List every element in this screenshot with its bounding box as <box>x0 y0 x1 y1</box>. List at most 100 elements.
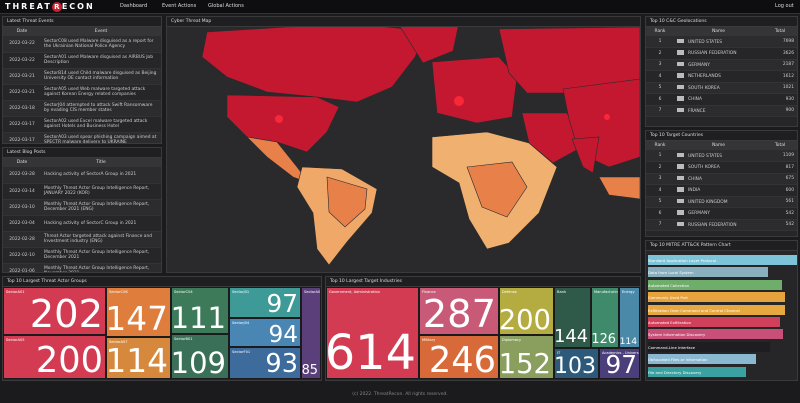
rank-cell: 2 <box>646 47 674 60</box>
canada <box>201 27 428 103</box>
flag <box>677 164 684 169</box>
bar-label: Exfiltration Over Command and Control Ch… <box>648 307 740 313</box>
treemap-cell: SectorB01 109 <box>171 334 229 379</box>
cell-value: 114 <box>106 342 168 379</box>
row: 2022-03-21 SectorB14 used Child malware d… <box>3 68 161 85</box>
total-cell: 1021 <box>763 82 797 94</box>
row: 2 RUSSIAN FEDERATION 3626 <box>646 47 797 60</box>
panel-title: Latest Blog Posts <box>3 148 161 158</box>
flag <box>677 50 684 55</box>
country-name: GERMANY <box>688 211 710 217</box>
text-cell: Hacking activity of SectorA Group in 202… <box>41 167 161 184</box>
cell-label: Bank <box>557 290 567 294</box>
text-cell: SectorC08 used Malware disguised as a re… <box>41 36 161 53</box>
date-cell: 2022-03-14 <box>3 183 41 200</box>
header-row: Rank Name Total <box>646 27 797 36</box>
actor-groups-panel: Top 10 Largest Threat Actor Groups Sector… <box>2 276 322 381</box>
cell-value: 97 <box>605 350 637 379</box>
blog-posts-panel: Latest Blog Posts Date Title 2022-03-28 Hack… <box>2 147 162 273</box>
treemap-cell: Finance 287 <box>419 287 499 335</box>
country-name: NETHERLANDS <box>688 74 721 80</box>
cell-value: 200 <box>499 304 551 335</box>
treemap-cell: SectorJ01 97 <box>229 287 301 318</box>
row: 6 GERMANY 542 <box>646 207 797 220</box>
bar-label: Data from Local System <box>648 270 694 276</box>
cell-label: Government, Administration <box>329 290 380 294</box>
text-cell: SectorA05 used Web malware targeted atta… <box>41 84 161 101</box>
cell-label: SectorJ01 <box>232 290 250 294</box>
country-name: SOUTH KOREA <box>688 165 720 171</box>
cell-value: 152 <box>499 348 551 379</box>
greenland <box>399 27 459 64</box>
logo[interactable]: THREAT R ECON <box>5 2 95 12</box>
total-cell: 542 <box>763 207 797 220</box>
cell-label: SectorF01 <box>232 350 251 354</box>
name-cell: RUSSIAN FEDERATION <box>674 219 763 231</box>
target-countries-panel: Top 10 Target Countries Rank Name Total 1 UNI… <box>645 130 798 237</box>
column-header: Rank <box>646 27 674 36</box>
cell-label: Energy <box>622 290 635 294</box>
logo-right: ECON <box>61 2 95 11</box>
cell-label: SectorB01 <box>174 337 193 341</box>
row: 2022-03-17 SectorA03 used spear phishing … <box>3 132 161 143</box>
rank-cell: 6 <box>646 93 674 106</box>
nav-link[interactable]: Event Actions <box>162 3 197 9</box>
flag <box>677 198 684 204</box>
date-cell: 2022-03-17 <box>3 116 41 133</box>
name-cell: GERMANY <box>674 207 763 220</box>
cell-label: SectorJ04 <box>232 321 250 325</box>
rank-cell: 1 <box>646 36 674 48</box>
threat-events-panel: Latest Threat Events Date Event 2022-03-22 S… <box>2 16 162 144</box>
table: Rank Name Total 1 UNITED STATES 7698 2 RUSSIAN … <box>646 27 797 117</box>
row: 7 RUSSIAN FEDERATION 542 <box>646 219 797 231</box>
total-cell: 675 <box>763 173 797 185</box>
treemap-cell: SectorF01 93 <box>229 347 301 379</box>
map-panel: Cyber Threat Map <box>166 16 641 273</box>
header-row: Date Event <box>3 27 161 36</box>
row: 2022-03-22 SectorC08 used Malware disguis… <box>3 36 161 53</box>
bar-label: System Information Discovery <box>648 332 706 338</box>
nav-link[interactable]: Global Actions <box>208 3 244 9</box>
name-cell: CHINA <box>674 93 763 106</box>
text-cell: SectorJ04 attempted to attack Swift Rans… <box>41 100 161 117</box>
nav-link[interactable]: Dashboard <box>120 3 148 9</box>
threat-marker <box>604 114 610 120</box>
treemap-cell: SectorJ04 94 <box>229 318 301 347</box>
panel-title: Top 10 MITRE ATT&CK Pattern Chart <box>646 241 797 251</box>
text-cell: SectorA02 used Excel malware targeted at… <box>41 116 161 133</box>
logout-link[interactable]: Log out <box>775 3 794 9</box>
cell-label: SectorA07 <box>109 340 128 344</box>
date-cell: 2022-03-21 <box>3 84 41 101</box>
logo-mark: R <box>51 2 62 12</box>
treemap-cell: Bank 144 <box>554 287 591 348</box>
date-cell: 2022-03-10 <box>3 199 41 216</box>
brazil <box>326 176 368 228</box>
row: 3 CHINA 675 <box>646 173 797 185</box>
table: Rank Name Total 1 UNITED STATES 1109 2 SOUTH KO… <box>646 141 797 231</box>
row: 3 GERMANY 2187 <box>646 59 797 71</box>
bar <box>648 354 756 365</box>
cell-value: 111 <box>171 300 226 334</box>
date-cell: 2022-03-22 <box>3 36 41 53</box>
column-header: Rank <box>646 141 674 150</box>
text-cell: SectorB14 used Child malware disguised a… <box>41 68 161 85</box>
treemap-cell: IT 103 <box>554 348 599 379</box>
bar <box>648 366 746 377</box>
china <box>562 78 640 168</box>
row: 2022-01-06 Monthly Threat Actor Group Int… <box>3 263 161 272</box>
flag <box>677 210 684 215</box>
text-cell: SectorA03 used spear phishing campaign a… <box>41 132 161 143</box>
rank-cell: 5 <box>646 196 674 208</box>
rank-cell: 6 <box>646 207 674 220</box>
cell-value: 144 <box>554 327 588 348</box>
central-africa <box>466 161 528 218</box>
column-header: Event <box>41 27 161 36</box>
flag <box>677 187 684 192</box>
cell-label: IT <box>557 351 561 355</box>
row: 1 UNITED STATES 7698 <box>646 36 797 48</box>
treemap-cell: SectorC04 111 <box>171 287 229 334</box>
country-name: CHINA <box>688 176 702 182</box>
header-row: Rank Name Total <box>646 141 797 150</box>
treemap-cell: SectorA05 200 <box>3 335 106 379</box>
name-cell: SOUTH KOREA <box>674 161 763 174</box>
